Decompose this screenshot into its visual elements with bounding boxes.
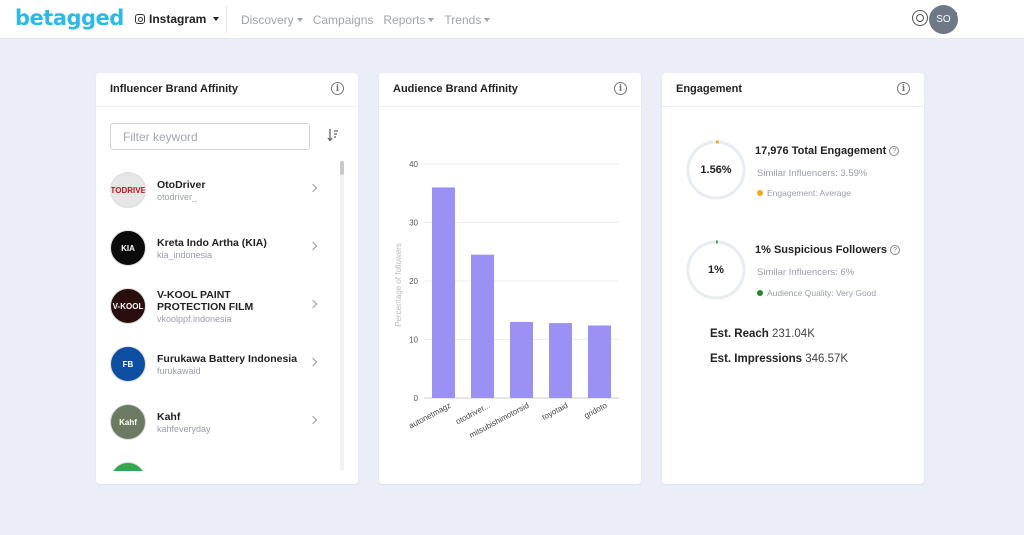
influencer-name: V-KOOL PAINT PROTECTION FILM (157, 288, 254, 313)
platform-label: Instagram (149, 12, 207, 26)
engagement-rate-ring (686, 140, 746, 200)
card-title: Audience Brand Affinity (393, 83, 518, 95)
chevron-down-icon (428, 18, 435, 22)
engagement-status: Engagement: Average (757, 188, 851, 198)
help-icon[interactable]: ? (889, 146, 900, 156)
bar-autonetmagz[interactable] (432, 187, 455, 398)
info-icon[interactable]: i (331, 82, 344, 95)
audience-quality-status: Audience Quality: Very Good (757, 288, 876, 298)
influencer-name: Kreta Indo Artha (KIA) (157, 236, 267, 249)
top-navbar: betagged Instagram Discovery Campaigns R… (0, 0, 1024, 39)
chevron-right-icon (308, 357, 318, 367)
chevron-down-icon (296, 18, 303, 22)
y-tick-label: 10 (409, 336, 418, 345)
nav-campaigns[interactable]: Campaigns (312, 13, 374, 27)
sort-icon[interactable] (327, 128, 339, 142)
y-axis-label: Percentage of followers (394, 243, 403, 327)
chevron-right-icon (308, 183, 318, 193)
item-text: V-KOOL PAINT PROTECTION FILM vkoolppf.in… (157, 289, 302, 324)
x-tick-label: toyotaid (540, 401, 569, 422)
list-item[interactable] (110, 451, 332, 471)
influencer-list: OTODRIVER OtoDriver otodriver_ KIA Kreta… (110, 161, 332, 471)
influencer-logo: FB (110, 346, 146, 382)
similar-suspicious: Similar Influencers: 6% (757, 267, 855, 278)
bar-toyotaid[interactable] (549, 323, 572, 398)
est-reach: Est. Reach 231.04K (710, 328, 815, 340)
item-text: Kahf kahfeveryday (157, 411, 302, 434)
influencer-handle: kia_indonesia (157, 249, 213, 260)
y-tick-label: 40 (409, 160, 418, 169)
filter-keyword-input[interactable] (110, 123, 310, 150)
list-item[interactable]: Kahf Kahf kahfeveryday (110, 393, 332, 451)
card-header: Engagement i (662, 73, 924, 107)
nav-trends[interactable]: Trends (444, 13, 491, 27)
y-tick-label: 20 (409, 277, 418, 286)
chevron-right-icon (308, 241, 318, 251)
x-tick-label: gridoto (583, 401, 609, 421)
engagement-rate-value: 1.56% (700, 164, 732, 176)
info-icon[interactable]: i (614, 82, 627, 95)
influencer-logo: OTODRIVER (110, 172, 146, 208)
list-item[interactable]: V-KOOL V-KOOL PAINT PROTECTION FILM vkoo… (110, 277, 332, 335)
suspicious-followers-ring (686, 240, 746, 300)
brand-logo[interactable]: betagged (15, 6, 124, 30)
status-dot-icon (757, 190, 763, 196)
status-dot-icon (757, 290, 763, 296)
audience-brand-affinity-card: Audience Brand Affinity i Percentage of … (379, 73, 641, 484)
influencer-handle: kahfeveryday (157, 423, 211, 434)
platform-selector[interactable]: Instagram (135, 12, 220, 26)
item-text: Furukawa Battery Indonesia furukawaid (157, 353, 302, 376)
aperture-icon[interactable] (912, 10, 928, 26)
chevron-right-icon (308, 299, 318, 309)
influencer-handle: vkoolppf.indonesia (157, 313, 232, 324)
scrollbar-thumb[interactable] (340, 161, 344, 175)
help-icon[interactable]: ? (890, 245, 901, 255)
influencer-logo: V-KOOL (110, 288, 146, 324)
engagement-card: Engagement i 1.56% 17,976 Total Engageme… (662, 73, 924, 484)
list-item[interactable]: FB Furukawa Battery Indonesia furukawaid (110, 335, 332, 393)
influencer-name: Kahf (157, 410, 181, 423)
nav-reports[interactable]: Reports (383, 13, 435, 27)
main-nav: Discovery Campaigns Reports Trends (241, 13, 491, 27)
list-item[interactable]: OTODRIVER OtoDriver otodriver_ (110, 161, 332, 219)
info-icon[interactable]: i (897, 82, 910, 95)
bar-gridoto[interactable] (588, 325, 611, 398)
suspicious-followers-value: 1% (708, 264, 724, 276)
nav-divider (226, 6, 227, 33)
influencer-name: Furukawa Battery Indonesia (157, 352, 298, 365)
total-engagement: 17,976 Total Engagement ? (755, 145, 900, 157)
y-tick-label: 0 (414, 394, 419, 403)
influencer-brand-affinity-card: Influencer Brand Affinity i OTODRIVER Ot… (96, 73, 358, 484)
user-avatar[interactable]: SO (929, 5, 958, 34)
nav-discovery[interactable]: Discovery (241, 13, 303, 27)
influencer-logo (110, 462, 146, 471)
card-title: Engagement (676, 83, 743, 95)
chevron-down-icon (213, 17, 220, 21)
chevron-right-icon (308, 415, 318, 425)
list-item[interactable]: KIA Kreta Indo Artha (KIA) kia_indonesia (110, 219, 332, 277)
y-tick-label: 30 (409, 219, 418, 228)
x-tick-label: autonetmagz (407, 401, 452, 431)
bar-otodriver_[interactable] (471, 254, 494, 398)
card-header: Audience Brand Affinity i (379, 73, 641, 107)
influencer-handle: furukawaid (157, 365, 201, 376)
item-text: Kreta Indo Artha (KIA) kia_indonesia (157, 237, 302, 260)
card-header: Influencer Brand Affinity i (96, 73, 358, 107)
est-impressions: Est. Impressions 346.57K (710, 353, 849, 365)
suspicious-followers: 1% Suspicious Followers ? (755, 244, 901, 256)
instagram-icon (135, 14, 145, 24)
chevron-down-icon (484, 18, 491, 22)
influencer-logo: Kahf (110, 404, 146, 440)
scrollbar[interactable] (340, 161, 344, 471)
bar-mitsubishimotorsid[interactable] (510, 321, 533, 398)
similar-engagement: Similar Influencers: 3.59% (757, 168, 868, 179)
audience-brand-affinity-chart: Percentage of followers 0 10 20 30 40 autone… (394, 160, 619, 440)
influencer-logo: KIA (110, 230, 146, 266)
influencer-name: OtoDriver (157, 178, 206, 191)
influencer-handle: otodriver_ (157, 191, 198, 202)
card-title: Influencer Brand Affinity (110, 83, 238, 95)
item-text: OtoDriver otodriver_ (157, 179, 302, 202)
